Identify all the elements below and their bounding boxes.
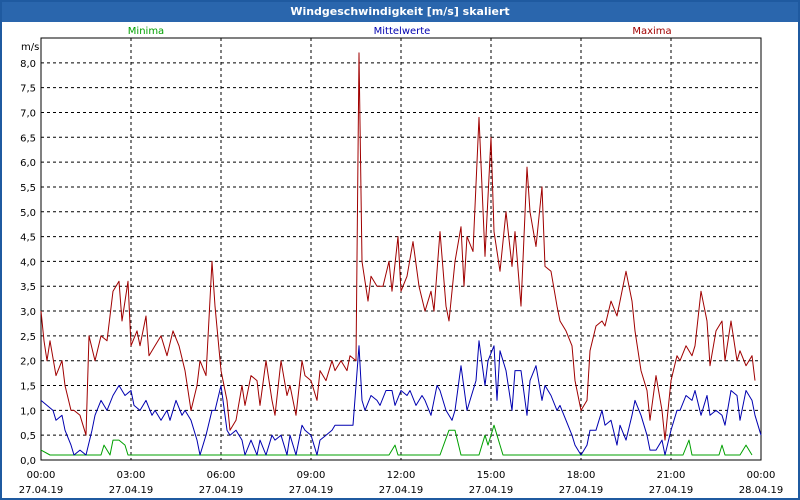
y-tick-label: 1,5 xyxy=(20,382,36,393)
y-axis-unit: m/s xyxy=(21,42,39,53)
legend-mittelwerte: Mittelwerte xyxy=(374,26,431,37)
y-tick-label: 3,0 xyxy=(20,307,36,318)
x-tick-date: 27.04.19 xyxy=(109,485,154,496)
x-tick-time: 00:00 xyxy=(747,470,776,481)
legend-maxima: Maxima xyxy=(632,26,671,37)
chart-title: Windgeschwindigkeit [m/s] skaliert xyxy=(2,2,798,22)
x-tick-time: 09:00 xyxy=(297,470,326,481)
x-tick-date: 27.04.19 xyxy=(379,485,424,496)
y-tick-label: 0,0 xyxy=(20,456,36,467)
x-tick-date: 27.04.19 xyxy=(19,485,64,496)
y-tick-label: 1,0 xyxy=(20,406,36,417)
x-tick-time: 06:00 xyxy=(207,470,236,481)
x-tick-time: 21:00 xyxy=(657,470,686,481)
x-tick-date: 27.04.19 xyxy=(559,485,604,496)
y-tick-label: 5,0 xyxy=(20,208,36,219)
x-tick-time: 00:00 xyxy=(27,470,56,481)
series-line-maxima xyxy=(40,52,756,441)
series-line-minima xyxy=(40,424,753,456)
y-tick-label: 7,0 xyxy=(20,108,36,119)
x-tick-date: 27.04.19 xyxy=(289,485,334,496)
y-tick-label: 3,5 xyxy=(20,282,36,293)
y-tick-label: 6,5 xyxy=(20,133,36,144)
x-tick-date: 27.04.19 xyxy=(649,485,694,496)
y-tick-label: 6,0 xyxy=(20,158,36,169)
y-tick-label: 5,5 xyxy=(20,183,36,194)
x-tick-time: 18:00 xyxy=(567,470,596,481)
y-tick-label: 8,0 xyxy=(20,59,36,70)
x-tick-time: 03:00 xyxy=(117,470,146,481)
x-tick-date: 27.04.19 xyxy=(199,485,244,496)
x-tick-time: 15:00 xyxy=(477,470,506,481)
legend-minima: Minima xyxy=(128,26,164,37)
series-line-mittelwerte xyxy=(40,340,762,456)
y-tick-label: 7,5 xyxy=(20,84,36,95)
y-tick-label: 4,5 xyxy=(20,233,36,244)
y-tick-label: 2,5 xyxy=(20,332,36,343)
y-tick-label: 0,5 xyxy=(20,431,36,442)
y-tick-label: 2,0 xyxy=(20,357,36,368)
y-tick-label: 4,0 xyxy=(20,257,36,268)
x-tick-date: 28.04.19 xyxy=(739,485,784,496)
x-tick-date: 27.04.19 xyxy=(469,485,514,496)
x-tick-time: 12:00 xyxy=(387,470,416,481)
